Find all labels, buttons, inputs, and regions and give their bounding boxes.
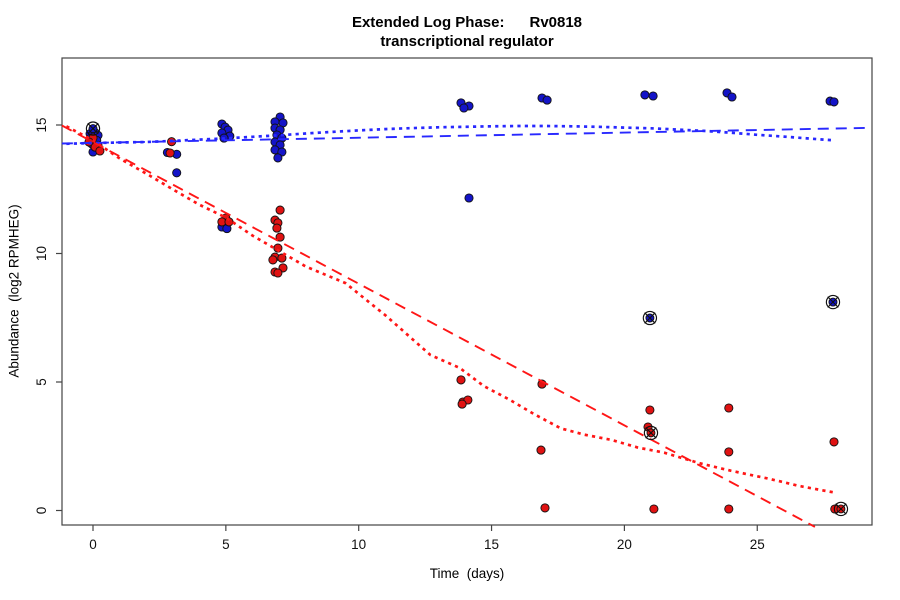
y-tick-label: 5: [34, 378, 49, 386]
x-tick-label: 10: [351, 537, 366, 552]
red-series-point: [724, 447, 734, 457]
outlier-ring: [85, 121, 101, 136]
red-series-point: [829, 437, 839, 447]
x-tick-label: 25: [750, 537, 765, 552]
red-series-point: [272, 223, 282, 233]
red-series-point: [645, 405, 655, 415]
y-axis-label: Abundance (log2 RPMHEG): [6, 204, 22, 378]
trend-line-red-lm-fit: [61, 124, 816, 528]
red-series-point: [724, 504, 734, 514]
blue-series-point: [172, 168, 182, 178]
blue-series-point: [459, 103, 469, 113]
red-series-point: [649, 504, 659, 514]
x-tick-label: 15: [484, 537, 499, 552]
plot-border: [61, 57, 873, 526]
red-series-point: [457, 399, 467, 409]
chart-subtitle: transcriptional regulator: [380, 33, 554, 50]
y-tick-label: 10: [34, 246, 49, 261]
blue-series-point: [727, 92, 737, 102]
outlier-ring: [642, 310, 658, 326]
blue-series-point: [542, 95, 552, 105]
trend-line-blue-loess-fit: [66, 124, 835, 146]
trend-line-blue-lm-fit: [61, 126, 872, 145]
red-series-point: [456, 375, 466, 385]
x-axis-label: Time (days): [429, 566, 505, 581]
outlier-cross-icon: [87, 122, 99, 135]
red-series-point: [724, 403, 734, 413]
x-tick-label: 20: [617, 537, 632, 552]
outlier-cross-icon: [827, 296, 839, 308]
outlier-ring: [643, 425, 659, 441]
red-series-point: [165, 148, 175, 158]
outlier-ring: [833, 501, 849, 517]
red-series-point: [268, 255, 278, 265]
blue-series-point: [464, 193, 474, 203]
outlier-ring: [825, 294, 841, 310]
red-series-point: [540, 503, 550, 513]
trend-line-red-loess-fit: [65, 125, 835, 494]
red-series-point: [277, 253, 287, 263]
blue-series-point: [640, 90, 650, 100]
y-tick-label: 0: [34, 507, 49, 515]
red-series-point: [275, 232, 285, 242]
chart-title: Extended Log Phase: Rv0818: [351, 14, 583, 31]
red-series-point: [273, 268, 283, 278]
y-tick-label: 15: [34, 117, 49, 132]
outlier-cross-icon: [645, 427, 657, 439]
outlier-cross-icon: [835, 503, 847, 515]
blue-series-point: [829, 97, 839, 107]
x-tick-label: 0: [89, 537, 97, 552]
red-series-point: [95, 146, 105, 156]
blue-series-point: [648, 91, 658, 101]
x-tick-label: 5: [222, 537, 230, 552]
red-series-point: [275, 205, 285, 215]
blue-series-point: [273, 153, 283, 163]
red-series-point: [536, 445, 546, 455]
outlier-cross-icon: [644, 312, 656, 324]
